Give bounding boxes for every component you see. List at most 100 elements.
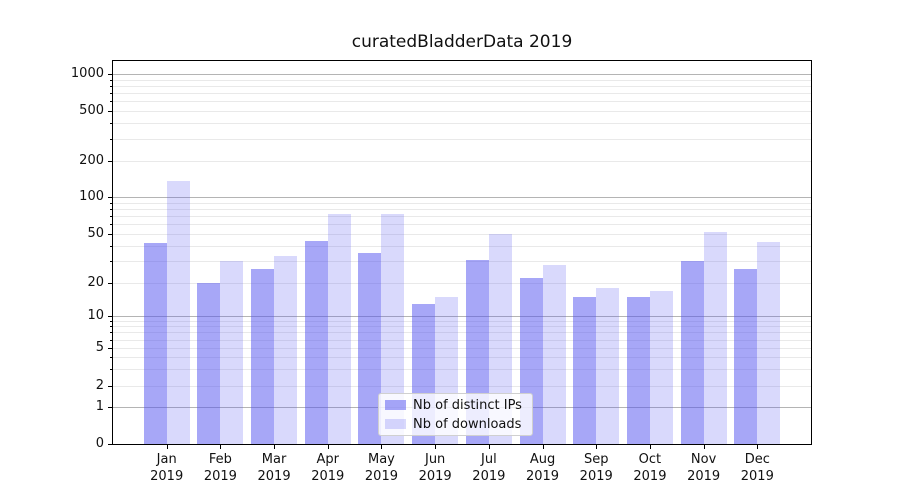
- xtick-year: 2019: [687, 469, 721, 484]
- minor-gridline: [113, 332, 811, 334]
- xtick-month: Jun: [424, 452, 446, 467]
- xtick-month: Dec: [744, 452, 770, 467]
- ytick-label-1000: 1000: [70, 66, 104, 81]
- minor-gridline: [113, 261, 811, 263]
- xtick-mark-may: [381, 445, 383, 449]
- bar-downloads-dec: [757, 242, 781, 444]
- ytick-minor-mark-900: [110, 79, 113, 81]
- ytick-minor-mark-7: [110, 332, 113, 334]
- xtick-year: 2019: [257, 469, 291, 484]
- xtick-month: Jul: [481, 452, 497, 467]
- bar-downloads-may: [381, 213, 405, 444]
- xtick-label-jul: Jul 2019: [461, 451, 517, 485]
- legend-swatch-distinct-ips: [385, 400, 406, 410]
- ytick-minor-mark-400: [110, 123, 113, 125]
- minor-gridline: [113, 111, 811, 112]
- xtick-month: Nov: [690, 452, 717, 467]
- ytick-minor-mark-200: [110, 161, 113, 162]
- minor-gridline: [113, 245, 811, 247]
- xtick-label-mar: Mar 2019: [246, 451, 302, 485]
- ytick-minor-mark-4: [110, 357, 113, 359]
- major-gridline: [113, 316, 811, 317]
- ytick-minor-mark-40: [110, 245, 113, 247]
- legend-row-distinct-ips: Nb of distinct IPs: [385, 397, 522, 413]
- xtick-label-jan: Jan 2019: [139, 451, 195, 485]
- minor-gridline: [113, 93, 811, 95]
- minor-gridline: [113, 79, 811, 81]
- minor-gridline: [113, 283, 811, 284]
- xtick-month: Aug: [529, 452, 556, 467]
- legend-label-downloads: Nb of downloads: [413, 416, 522, 432]
- xtick-year: 2019: [364, 469, 398, 484]
- legend-swatch-downloads: [385, 419, 406, 429]
- xtick-mark-mar: [274, 445, 276, 449]
- xtick-year: 2019: [740, 469, 774, 484]
- ytick-minor-mark-9: [110, 320, 113, 322]
- ytick-minor-mark-80: [110, 208, 113, 210]
- xtick-label-apr: Apr 2019: [300, 451, 356, 485]
- xtick-mark-nov: [703, 445, 705, 449]
- xtick-year: 2019: [150, 469, 184, 484]
- bar-distinct-ips-jan: [143, 243, 167, 444]
- xtick-month: Sep: [583, 452, 609, 467]
- minor-gridline: [113, 138, 811, 140]
- xtick-month: Feb: [208, 452, 232, 467]
- legend-row-downloads: Nb of downloads: [385, 416, 522, 432]
- ytick-mark-1: [108, 407, 113, 408]
- xtick-mark-jan: [166, 445, 168, 449]
- ytick-label-1: 1: [95, 399, 104, 414]
- chart-title: curatedBladderData 2019: [351, 32, 573, 52]
- xtick-mark-sep: [596, 445, 598, 449]
- minor-gridline: [113, 357, 811, 359]
- ytick-minor-mark-20: [110, 283, 113, 284]
- minor-gridline: [113, 385, 811, 387]
- xtick-label-nov: Nov 2019: [676, 451, 732, 485]
- ytick-label-10: 10: [87, 308, 104, 323]
- minor-gridline: [113, 161, 811, 162]
- legend: Nb of distinct IPs Nb of downloads: [378, 393, 533, 436]
- bar-distinct-ips-dec: [734, 268, 758, 444]
- ytick-minor-mark-800: [110, 85, 113, 87]
- bar-distinct-ips-feb: [197, 283, 221, 444]
- xtick-month: Oct: [638, 452, 662, 467]
- xtick-month: Jan: [156, 452, 177, 467]
- bar-distinct-ips-may: [358, 253, 382, 444]
- minor-gridline: [113, 216, 811, 218]
- minor-gridline: [113, 348, 811, 349]
- major-gridline: [113, 197, 811, 198]
- ytick-minor-mark-70: [110, 216, 113, 218]
- ytick-minor-mark-60: [110, 224, 113, 226]
- bar-downloads-feb: [220, 261, 244, 444]
- ytick-label-500: 500: [79, 103, 104, 118]
- bar-downloads-apr: [327, 213, 351, 444]
- xtick-month: May: [368, 452, 395, 467]
- ytick-minor-mark-50: [110, 234, 113, 235]
- ytick-minor-mark-300: [110, 138, 113, 140]
- legend-label-distinct-ips: Nb of distinct IPs: [413, 397, 522, 413]
- bar-downloads-jul: [488, 234, 512, 444]
- ytick-minor-mark-8: [110, 326, 113, 328]
- bar-distinct-ips-apr: [304, 240, 328, 444]
- xtick-label-feb: Feb 2019: [192, 451, 248, 485]
- minor-gridline: [113, 369, 811, 371]
- minor-gridline: [113, 224, 811, 226]
- ytick-mark-100: [108, 197, 113, 198]
- ytick-minor-mark-90: [110, 202, 113, 204]
- ytick-label-100: 100: [79, 189, 104, 204]
- xtick-mark-oct: [649, 445, 651, 449]
- minor-gridline: [113, 339, 811, 341]
- minor-gridline: [113, 320, 811, 322]
- ytick-mark-10: [108, 316, 113, 317]
- ytick-label-0: 0: [95, 436, 104, 451]
- xtick-year: 2019: [311, 469, 345, 484]
- xtick-label-aug: Aug 2019: [515, 451, 571, 485]
- bar-downloads-sep: [596, 288, 620, 444]
- bar-distinct-ips-oct: [626, 296, 650, 444]
- xtick-month: Apr: [316, 452, 340, 467]
- xtick-label-jun: Jun 2019: [407, 451, 463, 485]
- bar-distinct-ips-sep: [573, 296, 597, 444]
- minor-gridline: [113, 101, 811, 103]
- bar-distinct-ips-mar: [251, 268, 275, 444]
- minor-gridline: [113, 123, 811, 125]
- bar-downloads-nov: [703, 231, 727, 444]
